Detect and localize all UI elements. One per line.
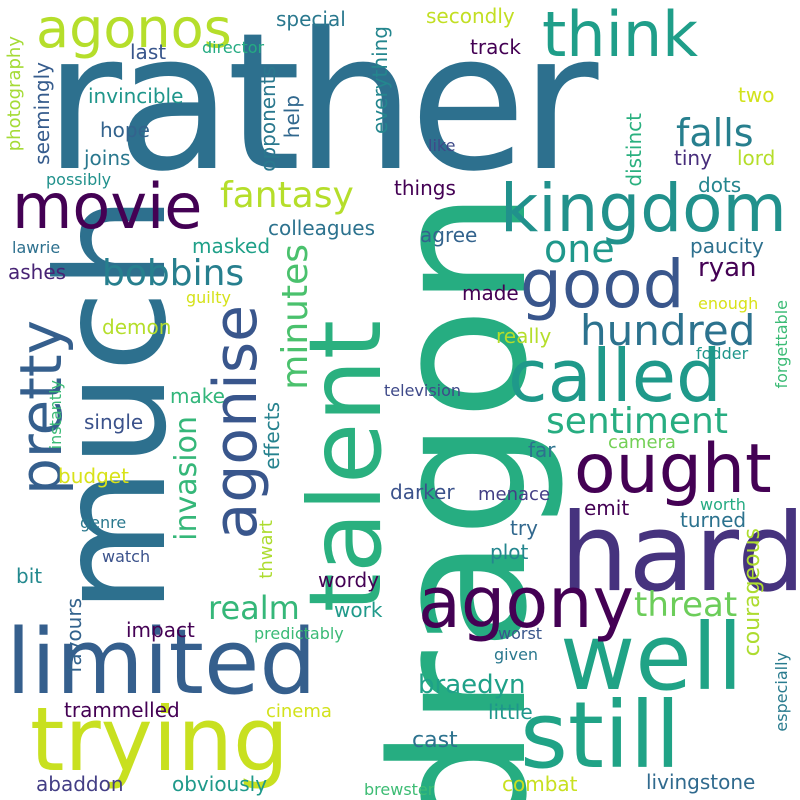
word-hard: hard xyxy=(560,491,800,616)
word-agonos: agonos xyxy=(36,0,232,60)
word-television: television xyxy=(384,381,462,400)
word-opponents: opponents xyxy=(256,66,280,172)
word-bit: bit xyxy=(16,564,43,588)
word-favours: favours xyxy=(62,598,86,673)
word-lawrie: lawrie xyxy=(12,238,61,257)
word-things: things xyxy=(394,176,456,200)
word-track: track xyxy=(470,35,521,59)
word-make: make xyxy=(170,384,225,408)
word-one: one xyxy=(544,227,615,271)
word-impact: impact xyxy=(126,618,195,642)
word-cinema: cinema xyxy=(266,701,332,722)
word-invincible: invincible xyxy=(88,84,184,108)
word-menace: menace xyxy=(478,484,551,505)
word-well: well xyxy=(560,604,743,711)
word-realm: realm xyxy=(208,589,300,627)
word-thwart: thwart xyxy=(256,520,277,579)
word-director: director xyxy=(202,38,265,57)
word-everything: everything xyxy=(368,26,392,134)
word-like: like xyxy=(428,136,456,155)
word-little: little xyxy=(488,700,533,724)
word-last: last xyxy=(130,40,167,64)
word-seemingly: seemingly xyxy=(30,62,54,165)
word-called: called xyxy=(508,334,722,418)
word-still: still xyxy=(520,682,681,789)
word-worth: worth xyxy=(700,495,746,514)
word-possibly: possibly xyxy=(46,170,112,189)
word-really: really xyxy=(496,324,552,348)
word-brewster: brewster xyxy=(364,780,435,799)
word-hope: hope xyxy=(100,118,150,142)
word-distinct: distinct xyxy=(622,113,646,187)
word-dots: dots xyxy=(698,173,742,197)
word-braedyn: braedyn xyxy=(418,670,526,700)
word-special: special xyxy=(276,7,346,31)
word-trying: trying xyxy=(30,688,289,791)
word-obviously: obviously xyxy=(172,772,268,796)
word-sentiment: sentiment xyxy=(546,401,728,442)
word-single: single xyxy=(84,410,144,434)
word-predictably: predictably xyxy=(254,624,344,643)
word-turned: turned xyxy=(680,508,747,532)
word-try: try xyxy=(510,516,538,540)
word-trammelled: trammelled xyxy=(64,698,180,722)
word-wordy: wordy xyxy=(318,568,379,592)
word-combat: combat xyxy=(502,772,578,796)
word-especially: especially xyxy=(772,652,791,732)
word-rather: rather xyxy=(44,0,598,213)
word-demon: demon xyxy=(102,315,172,339)
word-far: far xyxy=(528,438,556,462)
word-abaddon: abaddon xyxy=(36,772,124,796)
word-agony: agony xyxy=(418,562,634,644)
word-limited: limited xyxy=(6,610,317,715)
word-help: help xyxy=(280,95,304,139)
word-movie: movie xyxy=(12,170,203,243)
word-darker: darker xyxy=(390,480,455,504)
word-fodder: fodder xyxy=(696,344,749,363)
word-guilty: guilty xyxy=(186,288,231,307)
word-genre: genre xyxy=(80,513,127,532)
word-hundred: hundred xyxy=(580,306,756,355)
word-joins: joins xyxy=(84,146,131,170)
word-camera: camera xyxy=(608,432,676,453)
word-threat: threat xyxy=(634,585,738,625)
word-agonise: agonise xyxy=(201,305,271,540)
word-instantly: instantly xyxy=(46,380,65,450)
word-courageous: courageous xyxy=(740,528,765,657)
word-think: think xyxy=(542,0,699,71)
word-given: given xyxy=(494,645,539,664)
word-good: good xyxy=(520,246,685,323)
word-lord: lord xyxy=(737,146,776,170)
word-cast: cast xyxy=(412,728,458,753)
word-photography: photography xyxy=(4,36,25,152)
word-effects: effects xyxy=(260,402,284,470)
word-ought: ought xyxy=(574,430,772,509)
word-livingstone: livingstone xyxy=(646,770,756,794)
word-secondly: secondly xyxy=(426,4,515,28)
word-fantasy: fantasy xyxy=(220,175,354,216)
word-ashes: ashes xyxy=(8,260,67,284)
word-falls: falls xyxy=(676,111,754,155)
word-emit: emit xyxy=(584,496,630,520)
word-masked: masked xyxy=(192,234,271,258)
word-two: two xyxy=(738,83,775,107)
word-tiny: tiny xyxy=(674,146,712,170)
word-worst: worst xyxy=(498,624,543,643)
word-ryan: ryan xyxy=(698,253,757,283)
word-watch: watch xyxy=(102,547,151,566)
word-made: made xyxy=(462,281,519,305)
word-enough: enough xyxy=(698,294,759,313)
word-work: work xyxy=(334,598,383,622)
word-bobbins: bobbins xyxy=(102,253,245,294)
word-kingdom: kingdom xyxy=(500,170,787,247)
word-invasion: invasion xyxy=(169,416,204,541)
word-plot: plot xyxy=(490,540,529,564)
word-budget: budget xyxy=(58,464,129,488)
word-agree: agree xyxy=(420,223,478,247)
word-colleagues: colleagues xyxy=(268,216,376,240)
word-forgettable: forgettable xyxy=(772,300,791,389)
word-minutes: minutes xyxy=(275,244,316,390)
word-paucity: paucity xyxy=(690,234,764,258)
